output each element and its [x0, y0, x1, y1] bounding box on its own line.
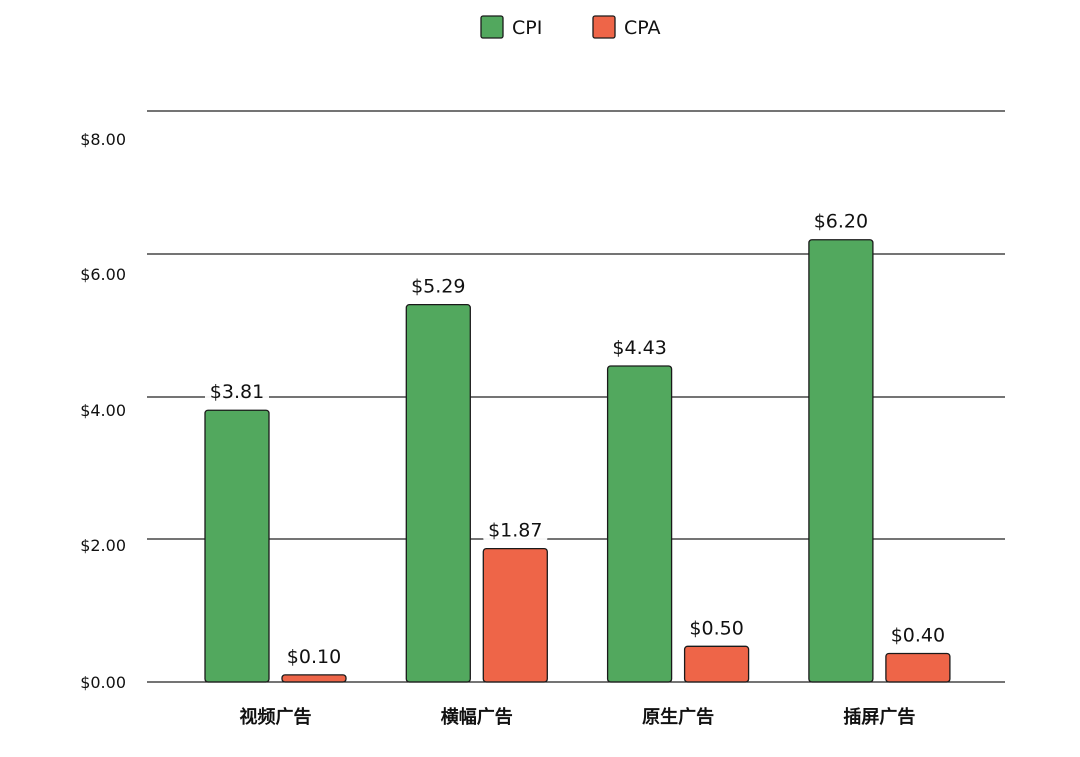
bars: $3.81 $5.29 $4.43 $6.20 $0.10 $1.87 $0.50 $0.40: [204, 209, 951, 683]
bar-cpi: [405, 303, 471, 683]
data-label: $1.87: [488, 520, 542, 542]
x-axis: 视频广告 横幅广告 原生广告 插屏广告: [147, 681, 1005, 728]
legend: CPI CPA: [480, 15, 661, 39]
y-tick-label: $6.00: [80, 265, 126, 284]
data-label: $0.50: [689, 617, 743, 639]
data-label-bg: [483, 518, 548, 543]
y-tick-label: $0.00: [80, 673, 126, 692]
data-label-bg: [282, 644, 346, 669]
data-label: $4.43: [612, 337, 666, 359]
x-tick-label: 视频广告: [240, 706, 312, 728]
data-label-bg: [885, 623, 950, 648]
gridlines: [147, 110, 1005, 540]
data-label-bg: [808, 209, 873, 234]
data-label: $5.29: [411, 276, 465, 298]
y-tick-label: $8.00: [80, 130, 126, 149]
data-label-bg: [205, 380, 269, 405]
bar-cpa: [482, 547, 548, 683]
data-label: $6.20: [814, 211, 868, 233]
x-tick-label: 插屏广告: [843, 706, 915, 728]
data-label-bg: [607, 335, 672, 360]
data-label: $0.10: [287, 646, 341, 668]
x-tick-label: 原生广告: [642, 706, 714, 728]
legend-label: CPI: [512, 17, 542, 39]
bar-cpa: [683, 645, 750, 683]
data-label-bg: [684, 616, 749, 641]
data-label: $3.81: [210, 381, 264, 403]
bar-cpa: [885, 652, 951, 683]
bar-cpi: [606, 365, 673, 683]
data-label-bg: [406, 274, 471, 299]
legend-label: CPA: [624, 17, 661, 39]
bar-cpi: [808, 239, 874, 683]
legend-swatch-cpa: [592, 15, 616, 39]
bar-cpi: [204, 409, 270, 683]
y-tick-label: $2.00: [80, 536, 126, 555]
y-axis: $0.00 $2.00 $4.00 $6.00 $8.00: [80, 130, 126, 692]
bar-cpa: [281, 674, 347, 683]
data-label: $0.40: [891, 624, 945, 646]
y-tick-label: $4.00: [80, 401, 126, 420]
legend-swatch-cpi: [480, 15, 504, 39]
x-tick-label: 横幅广告: [441, 706, 513, 728]
